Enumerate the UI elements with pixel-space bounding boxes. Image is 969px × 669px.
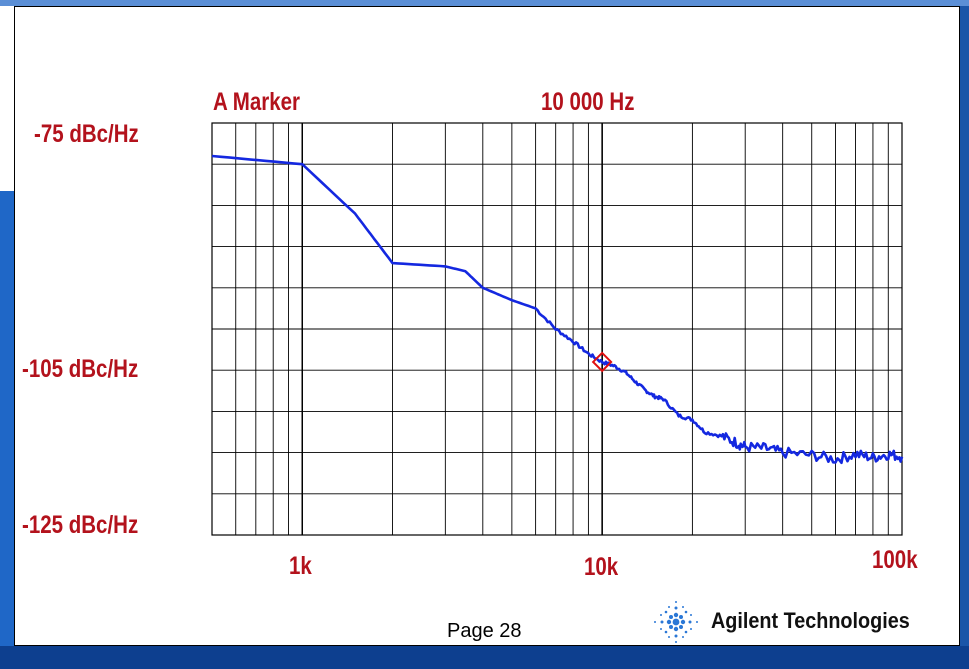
brand-name: Agilent Technologies: [711, 608, 910, 633]
marker-diamond: [591, 351, 613, 373]
top-border: [0, 0, 969, 6]
y-tick-label-mid: -105 dBc/Hz: [22, 355, 139, 383]
y-tick-label-top: -75 dBc/Hz: [34, 120, 139, 148]
y-tick-label-bottom: -125 dBc/Hz: [22, 511, 139, 539]
right-border: [960, 6, 969, 646]
noise-trace: [211, 154, 904, 465]
x-tick-label-1k: 1k: [289, 552, 312, 580]
left-border: [0, 6, 14, 646]
bottom-border: [0, 646, 969, 669]
page-number: Page 28: [447, 620, 522, 642]
marker-value-label: 10 000 Hz: [541, 88, 635, 116]
marker-label: A Marker: [213, 88, 300, 116]
x-tick-label-10k: 10k: [584, 553, 619, 581]
x-tick-label-100k: 100k: [872, 546, 918, 574]
